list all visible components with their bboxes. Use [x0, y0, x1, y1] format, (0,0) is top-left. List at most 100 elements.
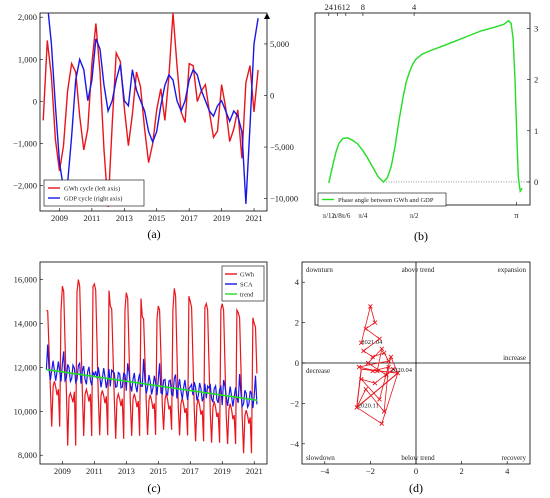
panel-a-ytick-right-label: −5,000 — [270, 142, 294, 152]
panel-d-point — [388, 354, 394, 360]
panel-d-point — [356, 364, 362, 370]
panel-d-ytick-label: −2 — [290, 398, 299, 408]
panel-d-point — [368, 304, 373, 309]
panel-d-quadrant-label: recovery — [502, 454, 527, 462]
panel-c-ytick-label: 10,000 — [14, 406, 37, 416]
panel-d-quadrant-label: decrease — [306, 367, 330, 375]
panel-a-ytick-left-label: −2,000 — [13, 181, 37, 191]
panel-a-ytick-left-label: 2,000 — [18, 12, 37, 22]
panel-d-quadrant-label: above trend — [402, 266, 435, 274]
panel-d-point — [358, 340, 364, 346]
panel-b-legend — [317, 192, 447, 207]
panel-d-point — [370, 354, 375, 360]
panel-d-quadrant-label: below trend — [401, 454, 435, 462]
panel-a-ytick-left-label: 0 — [33, 96, 37, 106]
panel-c-xtick-label: 2011 — [86, 466, 103, 476]
panel-b-bottom-tick-label: π — [514, 210, 519, 220]
panel-a-xtick-label: 2011 — [84, 213, 101, 223]
panel-d-ytick-label: −4 — [290, 439, 300, 449]
panel-b-right-tick-label: 3 — [534, 23, 538, 33]
panel-d-ytick-label: 4 — [295, 277, 300, 287]
panel-d-point — [386, 364, 391, 370]
panel-d-point — [358, 376, 364, 382]
panel-c-legend-label: GWh — [240, 272, 255, 279]
panel-c-xtick-label: 2013 — [118, 466, 135, 476]
panel-c-series-sca — [45, 344, 258, 410]
panel-a-xtick-label: 2009 — [51, 213, 68, 223]
panel-d-quadrant-label: expansion — [498, 266, 527, 274]
panel-c: 2009 2011 2013 2015 2017 2019 2021 8,000 10,000 1… — [14, 261, 268, 495]
panel-d-point — [377, 397, 382, 402]
panel-d-ytick-label: 2 — [295, 318, 299, 328]
panel-c-ytick-label: 14,000 — [14, 318, 37, 328]
panel-d-point — [365, 360, 371, 366]
panel-c-legend-label: SCA — [240, 282, 253, 289]
panel-b-top-tick-label: 24 — [325, 2, 334, 12]
panel-a-label: (a) — [147, 227, 160, 241]
panel-a: 2009 2011 2013 2015 2017 2019 2021 −2,000 −1,000… — [13, 12, 298, 241]
panel-a-axis-arrow — [264, 13, 270, 19]
panel-d-ytick-label: 0 — [295, 358, 299, 368]
panel-b-bottom-tick-label: π/8 — [333, 212, 342, 220]
panel-d-point — [395, 370, 401, 376]
panel-c-legend-label: trend — [240, 292, 254, 299]
panel-d-xtick-label: 4 — [505, 466, 510, 476]
panel-a-series-line-2 — [47, 13, 259, 204]
panel-d-point — [372, 320, 378, 325]
panel-d-xtick-label: 0 — [414, 466, 418, 476]
panel-d-quadrant-label: downturn — [306, 266, 333, 274]
panel-d-point-label: 2020.04 — [391, 367, 413, 374]
panel-c-xtick-label: 2015 — [150, 466, 167, 476]
panel-b-series-line — [328, 19, 523, 194]
panel-d-point — [370, 368, 375, 374]
panel-d-point — [374, 368, 380, 374]
panel-a-xtick-label: 2017 — [181, 213, 198, 223]
panel-a-xtick-label: 2021 — [246, 213, 263, 223]
panel-a-ytick-left-label: 1,000 — [18, 54, 37, 64]
panel-c-label: (c) — [147, 481, 160, 495]
panel-b-bottom-tick-label: π/12 — [323, 212, 336, 220]
panel-b-bottom-tick-label: π/4 — [358, 212, 367, 220]
panel-c-series-gwh — [46, 279, 258, 454]
panel-d-point — [361, 348, 366, 354]
panel-b-top-tick-label: 8 — [361, 2, 365, 12]
panel-a-xtick-label: 2013 — [116, 213, 133, 223]
panel-b-bottom-tick-label: π/2 — [410, 212, 419, 220]
panel-c-xtick-label: 2021 — [246, 466, 263, 476]
panel-d-point — [354, 405, 360, 410]
panel-b-right-tick-label: 0 — [534, 177, 538, 187]
panel-a-series-line-1 — [42, 13, 259, 207]
panel-a-ytick-right-label: −10,000 — [270, 194, 298, 204]
panel-d: −4 −2 0 2 4 −4 −2 0 2 4 downturn above trend expansi… — [290, 261, 531, 495]
panel-d-point — [372, 380, 378, 386]
panel-b-label: (b) — [414, 229, 428, 243]
panel-b-top-tick-label: 4 — [412, 2, 417, 12]
panel-b-bottom-tick-label: π/6 — [341, 212, 350, 220]
panel-d-quadrant-label: increase — [503, 354, 526, 362]
panel-d-point — [379, 421, 385, 426]
panel-d-trajectory-line — [356, 304, 399, 425]
panel-b-top-tick-label: 16 — [333, 2, 342, 12]
panel-b-frame — [314, 12, 531, 206]
panel-c-ytick-label: 8,000 — [18, 450, 37, 460]
panel-d-quadrant-label: slowdown — [306, 454, 335, 462]
panel-c-xtick-label: 2009 — [54, 466, 71, 476]
panel-d-point — [379, 346, 385, 352]
panel-d-point — [381, 409, 387, 414]
panel-a-legend-label: GDP cycle (right axis) — [64, 196, 122, 203]
panel-c-ytick-label: 12,000 — [14, 362, 37, 372]
panel-a-ytick-right-label: 5,000 — [270, 39, 289, 49]
panel-a-xtick-label: 2015 — [148, 213, 165, 223]
panel-b-right-tick-label: 1 — [534, 126, 538, 136]
panel-d-trajectory-triangle — [356, 368, 400, 409]
panel-a-frame — [39, 12, 268, 212]
panel-a-ytick-left-label: −1,000 — [13, 139, 37, 149]
panel-c-frame — [39, 261, 268, 465]
panel-a-legend-label: GWh cycle (left axis) — [64, 186, 120, 193]
panel-c-ytick-label: 16,000 — [14, 275, 37, 285]
panel-c-xtick-label: 2017 — [182, 466, 199, 476]
panel-a-xtick-label: 2019 — [213, 213, 230, 223]
panel-a-ytick-right-label: 0 — [270, 91, 274, 101]
